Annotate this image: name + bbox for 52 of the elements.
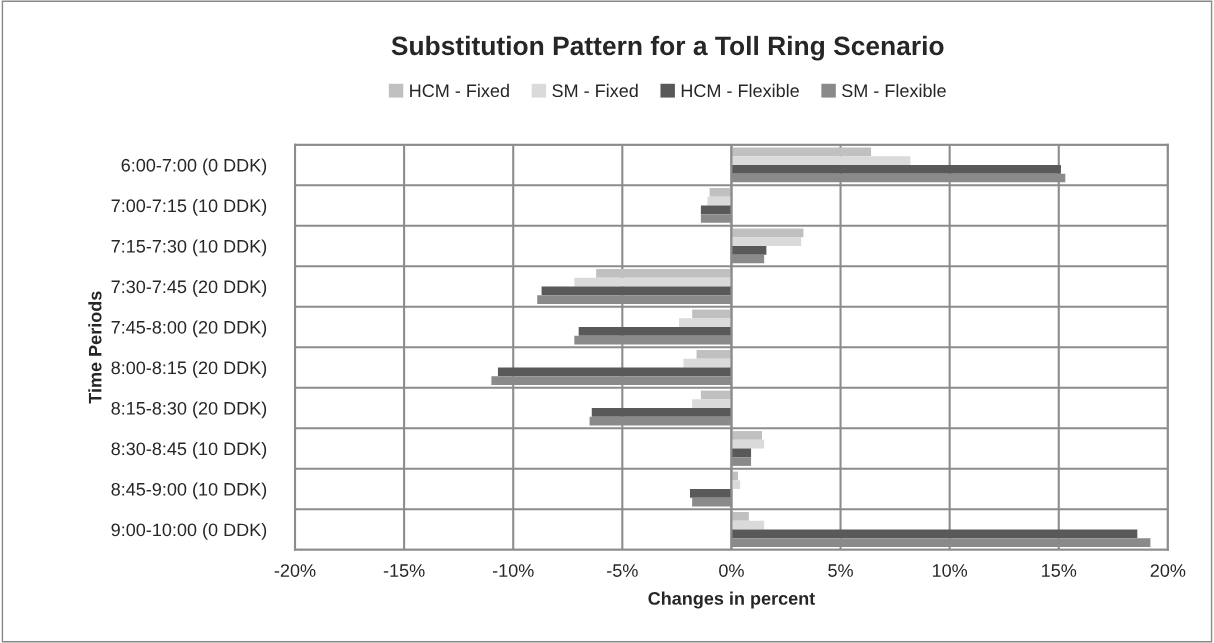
x-tick-label: 5% <box>828 564 853 577</box>
bar <box>679 318 732 327</box>
bar <box>731 237 802 246</box>
bar <box>689 489 732 498</box>
bar <box>731 529 1138 539</box>
x-tick-label: 15% <box>1042 564 1077 577</box>
bar <box>700 205 732 215</box>
legend-label: SM - Flexible <box>842 83 946 98</box>
bar <box>731 156 911 165</box>
bar <box>731 448 752 458</box>
bar <box>574 277 732 287</box>
y-tick-label: 7:00-7:15 (10 DDK) <box>111 198 267 216</box>
bar <box>731 480 741 489</box>
y-tick-label: 7:15-7:30 (10 DDK) <box>111 239 267 257</box>
x-tick-label: -5% <box>607 564 638 577</box>
x-tick-label: -20% <box>274 564 316 577</box>
bar <box>731 512 749 521</box>
bar <box>731 520 765 530</box>
chart-title: Substitution Pattern for a Toll Ring Scenario <box>391 35 944 61</box>
bar <box>731 147 872 157</box>
x-tick-label: 10% <box>932 564 968 577</box>
legend-label: HCM - Flexible <box>681 83 799 98</box>
y-axis-title: Time Periods <box>88 291 102 404</box>
y-tick-label: 8:15-8:30 (20 DDK) <box>111 401 267 419</box>
bar <box>731 439 765 449</box>
x-axis-title: Changes in percent <box>648 591 815 609</box>
bar <box>696 350 732 359</box>
bar <box>692 399 732 408</box>
bar <box>731 431 762 440</box>
y-tick-label: 7:30-7:45 (20 DDK) <box>111 279 267 297</box>
legend-label: HCM - Fixed <box>410 83 509 98</box>
x-tick-label: -15% <box>383 564 425 577</box>
bar <box>731 164 1061 174</box>
bar <box>731 228 804 238</box>
y-tick-label: 9:00-10:00 (0 DDK) <box>111 522 267 540</box>
x-tick-label: -10% <box>492 564 534 577</box>
bar <box>541 286 732 296</box>
bar <box>497 367 732 377</box>
legend-label: SM - Fixed <box>552 83 638 98</box>
y-tick-label: 7:45-8:00 (20 DDK) <box>111 320 267 338</box>
x-tick-label: 0% <box>719 564 744 577</box>
bar <box>731 245 767 255</box>
bar <box>709 188 732 197</box>
bar <box>683 358 732 368</box>
y-tick-label: 6:00-7:00 (0 DDK) <box>121 158 267 176</box>
y-tick-label: 8:00-8:15 (20 DDK) <box>111 360 267 378</box>
bar <box>591 407 732 417</box>
x-tick-label: 20% <box>1150 564 1186 577</box>
bar <box>578 326 732 336</box>
bar <box>596 269 732 278</box>
y-tick-label: 8:30-8:45 (10 DDK) <box>111 441 267 459</box>
y-tick-label: 8:45-9:00 (10 DDK) <box>111 482 267 500</box>
